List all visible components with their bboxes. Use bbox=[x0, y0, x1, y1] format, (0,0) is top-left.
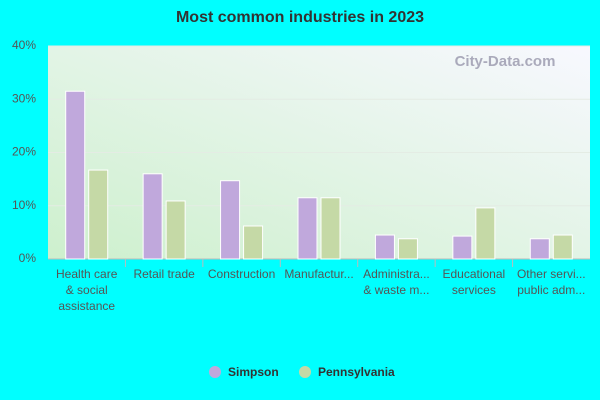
bar bbox=[142, 173, 163, 260]
chart-title: Most common industries in 2023 bbox=[176, 9, 424, 26]
bar bbox=[397, 238, 418, 260]
bar bbox=[297, 197, 318, 260]
x-tick-label: Construction bbox=[207, 267, 276, 281]
legend-label: Simpson bbox=[228, 365, 279, 379]
bar bbox=[88, 169, 109, 260]
x-tick-label: Administra... & waste m... bbox=[363, 267, 430, 297]
bar bbox=[320, 197, 341, 260]
y-tick-label: 30% bbox=[12, 91, 36, 105]
legend-swatch bbox=[209, 366, 221, 378]
x-tick-label: Other servi... public adm... bbox=[516, 267, 586, 297]
bar bbox=[529, 238, 550, 260]
y-tick-label: 0% bbox=[19, 251, 37, 265]
x-tick-label: Manufactur... bbox=[284, 267, 354, 281]
legend-swatch bbox=[299, 366, 311, 378]
bar bbox=[552, 234, 573, 260]
bar bbox=[475, 207, 496, 260]
bar bbox=[452, 235, 473, 260]
legend-label: Pennsylvania bbox=[318, 365, 395, 379]
bar bbox=[243, 225, 264, 260]
x-tick-label: Retail trade bbox=[133, 267, 195, 281]
x-tick-label: Educational services bbox=[442, 267, 506, 297]
y-tick-label: 20% bbox=[12, 145, 36, 159]
x-tick-label: Health care & social assistance bbox=[56, 267, 118, 313]
y-tick-label: 10% bbox=[12, 198, 36, 212]
y-tick-label: 40% bbox=[12, 38, 36, 52]
bar bbox=[165, 200, 186, 260]
bar bbox=[65, 90, 86, 260]
bar bbox=[220, 180, 241, 260]
watermark: City-Data.com bbox=[455, 53, 556, 70]
bar bbox=[374, 234, 395, 260]
